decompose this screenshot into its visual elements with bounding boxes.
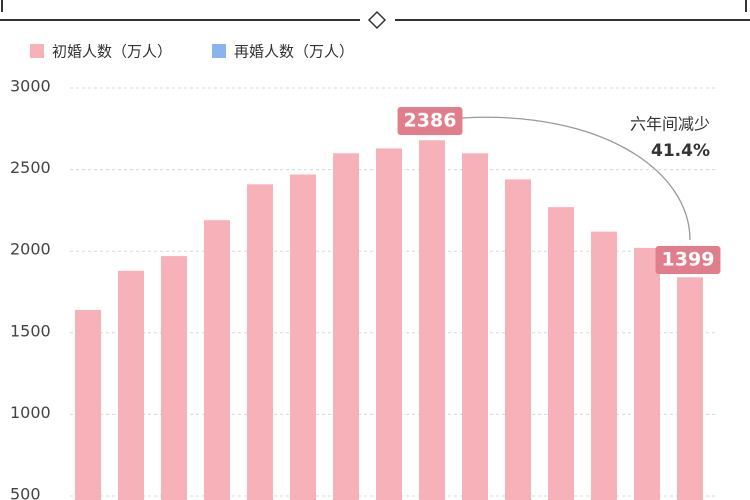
bar (247, 184, 273, 500)
annotation-text: 六年间减少 (630, 115, 710, 134)
bar (419, 140, 445, 500)
legend-swatch (30, 44, 44, 58)
annotation-value: 41.4% (651, 141, 710, 161)
callout-curve (461, 116, 691, 241)
callout-label: 2386 (404, 110, 457, 132)
bar (333, 153, 359, 500)
y-tick-label: 2000 (10, 240, 51, 259)
y-tick-label: 2500 (10, 158, 51, 177)
frame-corner (1, 0, 747, 12)
legend-swatch (212, 44, 227, 58)
callout-box (397, 107, 463, 135)
legend-label: 再婚人数（万人） (234, 43, 354, 61)
bar (161, 256, 187, 500)
y-tick-label: 3000 (10, 77, 51, 96)
bar (548, 207, 574, 500)
bar (376, 148, 402, 500)
bar (591, 231, 617, 500)
legend-label: 初婚人数（万人） (52, 43, 172, 61)
bar (634, 247, 660, 500)
bar (75, 309, 101, 500)
y-tick-label: 1500 (10, 321, 51, 340)
callout-box (655, 246, 721, 274)
bar (462, 153, 488, 500)
y-tick-label: 1000 (10, 403, 51, 422)
bar (204, 220, 230, 500)
y-tick-label: 500 (10, 485, 41, 500)
bar (505, 179, 531, 500)
frame-diamond (367, 10, 387, 30)
bar (677, 277, 703, 500)
callout-label: 1399 (662, 249, 715, 271)
bar (118, 270, 144, 500)
bar (290, 174, 316, 500)
